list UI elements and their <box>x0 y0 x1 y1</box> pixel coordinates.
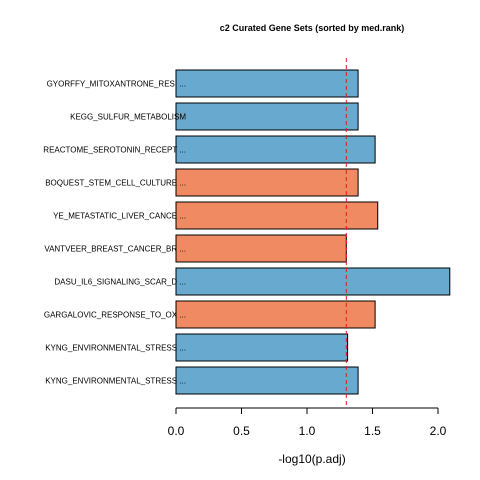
bar <box>175 267 451 296</box>
x-tick-label: 0.0 <box>168 424 185 438</box>
bar <box>175 69 359 98</box>
bar <box>175 333 349 362</box>
category-label: KYNG_ENVIRONMENTAL_STRESS ... <box>45 377 186 386</box>
category-label: VANTVEER_BREAST_CANCER_BR ... <box>44 245 186 254</box>
x-tick-label: 0.5 <box>233 424 250 438</box>
x-axis-label: -log10(p.adj) <box>278 452 345 466</box>
x-tick-label: 2.0 <box>430 424 447 438</box>
category-label: BOQUEST_STEM_CELL_CULTURE ... <box>45 179 186 188</box>
bar <box>175 135 376 164</box>
category-label: DASU_IL6_SIGNALING_SCAR_D ... <box>54 278 186 287</box>
bar <box>175 366 359 395</box>
bar <box>175 168 359 197</box>
x-axis: 0.0 0.5 1.0 1.5 2.0 <box>168 407 447 438</box>
bar <box>175 201 379 230</box>
category-label: GARGALOVIC_RESPONSE_TO_OX ... <box>44 311 186 320</box>
bar <box>175 234 347 263</box>
category-label: KYNG_ENVIRONMENTAL_STRESS ... <box>45 344 186 353</box>
category-label: GYORFFY_MITOXANTRONE_RESI ... <box>47 80 186 89</box>
x-tick-label: 1.5 <box>364 424 381 438</box>
bars-group <box>175 69 451 395</box>
x-tick-label: 1.0 <box>299 424 316 438</box>
category-labels-group: GYORFFY_MITOXANTRONE_RESI ... KEGG_SULFUR… <box>43 80 186 386</box>
category-label: YE_METASTATIC_LIVER_CANCE ... <box>53 212 186 221</box>
bar <box>175 102 359 131</box>
category-label: REACTOME_SEROTONIN_RECEPT ... <box>43 146 186 155</box>
category-label: KEGG_SULFUR_METABOLISM <box>70 113 186 122</box>
bar <box>175 300 376 329</box>
chart-title: c2 Curated Gene Sets (sorted by med.rank… <box>220 23 405 33</box>
